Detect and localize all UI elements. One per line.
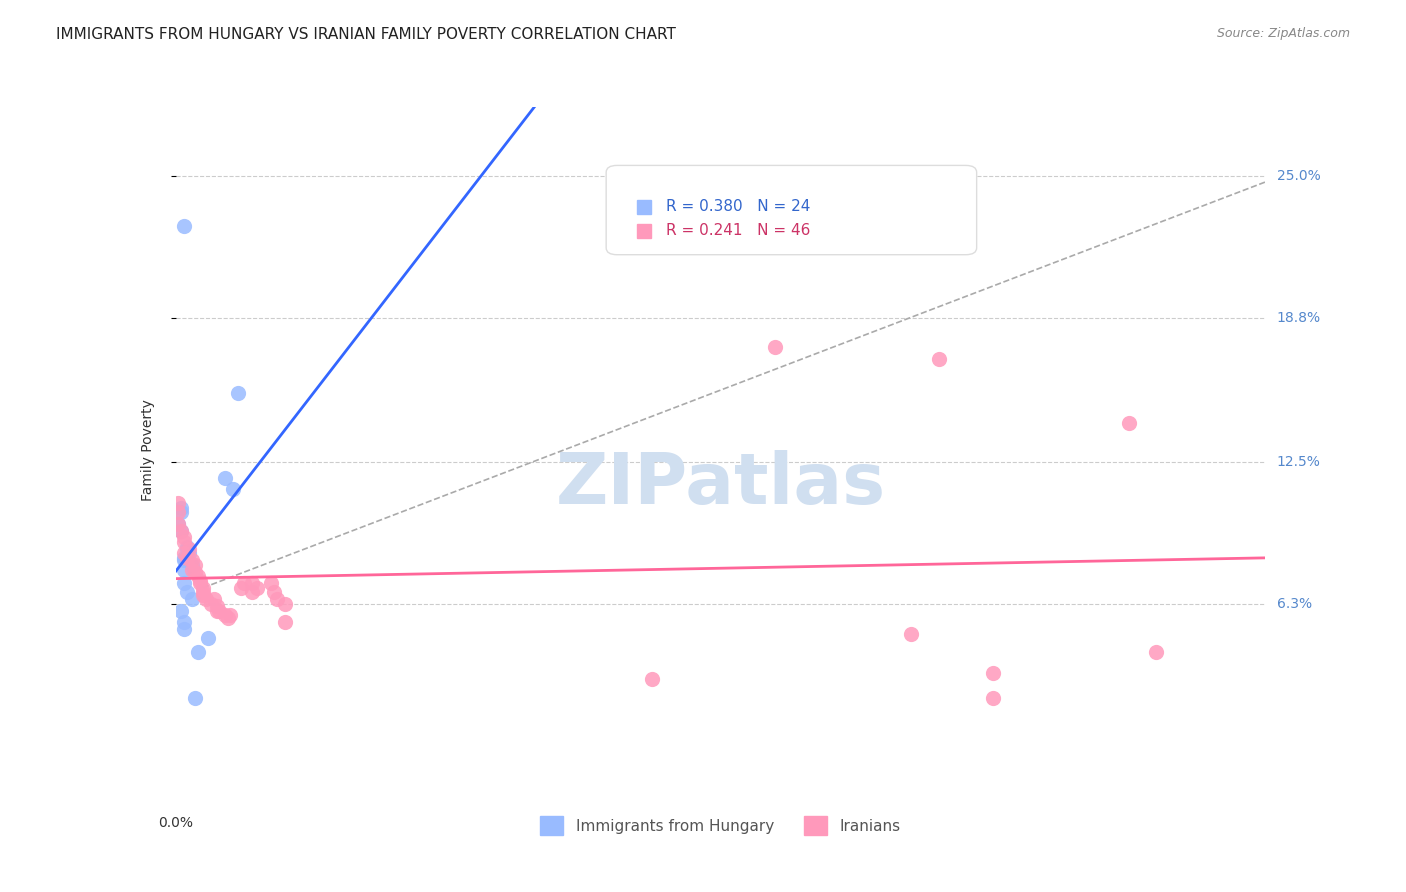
Point	[173, 615, 195, 630]
Text: 6.3%: 6.3%	[1277, 597, 1312, 611]
Point	[173, 546, 195, 561]
FancyBboxPatch shape	[606, 165, 977, 255]
Point	[981, 690, 1004, 705]
Point	[170, 500, 193, 515]
Point	[181, 562, 204, 576]
Point	[274, 615, 297, 630]
Text: R = 0.241   N = 46: R = 0.241 N = 46	[666, 223, 810, 238]
Point	[222, 483, 245, 497]
Point	[173, 535, 195, 549]
Point	[214, 608, 236, 623]
Point	[266, 592, 288, 607]
Point	[173, 622, 195, 636]
Point	[167, 516, 190, 531]
Point	[179, 546, 201, 561]
Point	[173, 531, 195, 545]
Point	[208, 604, 231, 618]
Point	[173, 219, 195, 233]
Point	[191, 585, 214, 599]
Text: Source: ZipAtlas.com: Source: ZipAtlas.com	[1216, 27, 1350, 40]
Point	[900, 626, 922, 640]
Point	[202, 592, 225, 607]
Point	[641, 673, 664, 687]
Point	[170, 604, 193, 618]
Point	[176, 540, 198, 554]
Point	[176, 551, 198, 566]
Text: 18.8%: 18.8%	[1277, 310, 1320, 325]
Text: IMMIGRANTS FROM HUNGARY VS IRANIAN FAMILY POVERTY CORRELATION CHART: IMMIGRANTS FROM HUNGARY VS IRANIAN FAMIL…	[56, 27, 676, 42]
Point	[170, 524, 193, 538]
Point	[246, 581, 269, 595]
Point	[240, 585, 263, 599]
Point	[179, 541, 201, 556]
Point	[173, 553, 195, 567]
Point	[176, 541, 198, 556]
Point	[232, 576, 254, 591]
Point	[170, 505, 193, 519]
Point	[173, 562, 195, 576]
Point	[194, 592, 217, 607]
Point	[1144, 645, 1167, 659]
Text: R = 0.380   N = 24: R = 0.380 N = 24	[666, 199, 810, 214]
Point	[274, 597, 297, 611]
Point	[263, 585, 285, 599]
Point	[763, 340, 786, 354]
Point	[191, 581, 214, 595]
Point	[181, 558, 204, 572]
Point	[205, 604, 228, 618]
Point	[1118, 416, 1140, 430]
Point	[167, 496, 190, 510]
Point	[173, 551, 195, 566]
Point	[260, 576, 283, 591]
Point	[228, 386, 250, 401]
Point	[184, 558, 207, 572]
Point	[184, 690, 207, 705]
Point	[231, 581, 253, 595]
Point	[186, 569, 209, 583]
Point	[167, 516, 190, 531]
Text: 25.0%: 25.0%	[1277, 169, 1320, 183]
Point	[928, 351, 950, 366]
Point	[176, 585, 198, 599]
Text: 0.0%: 0.0%	[159, 816, 193, 830]
Point	[181, 592, 204, 607]
Point	[214, 471, 236, 485]
Legend: Immigrants from Hungary, Iranians: Immigrants from Hungary, Iranians	[534, 810, 907, 841]
Point	[181, 553, 204, 567]
Point	[197, 631, 219, 645]
Point	[173, 576, 195, 591]
Point	[167, 505, 190, 519]
Point	[188, 576, 211, 591]
Point	[186, 645, 209, 659]
Point	[200, 597, 222, 611]
Text: 12.5%: 12.5%	[1277, 455, 1320, 469]
Point	[217, 610, 239, 624]
Point	[188, 574, 211, 588]
Point	[219, 608, 242, 623]
Point	[240, 576, 263, 591]
Point	[170, 524, 193, 538]
Y-axis label: Family Poverty: Family Poverty	[141, 400, 155, 501]
Point	[205, 599, 228, 614]
Point	[184, 565, 207, 579]
Point	[981, 665, 1004, 680]
Text: ZIPatlas: ZIPatlas	[555, 450, 886, 519]
Point	[191, 588, 214, 602]
